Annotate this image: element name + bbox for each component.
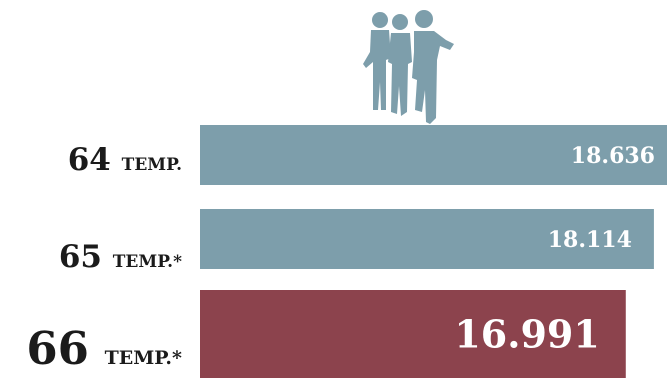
family-silhouette-icon	[363, 10, 454, 124]
category-label: 66 TEMP.*	[26, 322, 182, 375]
bar-value-label: 16.991	[454, 312, 599, 357]
bars-group: 18.636 64 TEMP. 18.114 65 TEMP.* 16.991 66 TE…	[26, 125, 667, 378]
bar-value-label: 18.636	[571, 143, 655, 169]
category-label: 64 TEMP.	[68, 142, 182, 178]
category-label: 65 TEMP.*	[59, 239, 182, 275]
bar-value-label: 18.114	[548, 227, 632, 253]
bar-64	[200, 125, 667, 185]
bar-65	[200, 209, 654, 269]
bar-66	[200, 290, 626, 378]
